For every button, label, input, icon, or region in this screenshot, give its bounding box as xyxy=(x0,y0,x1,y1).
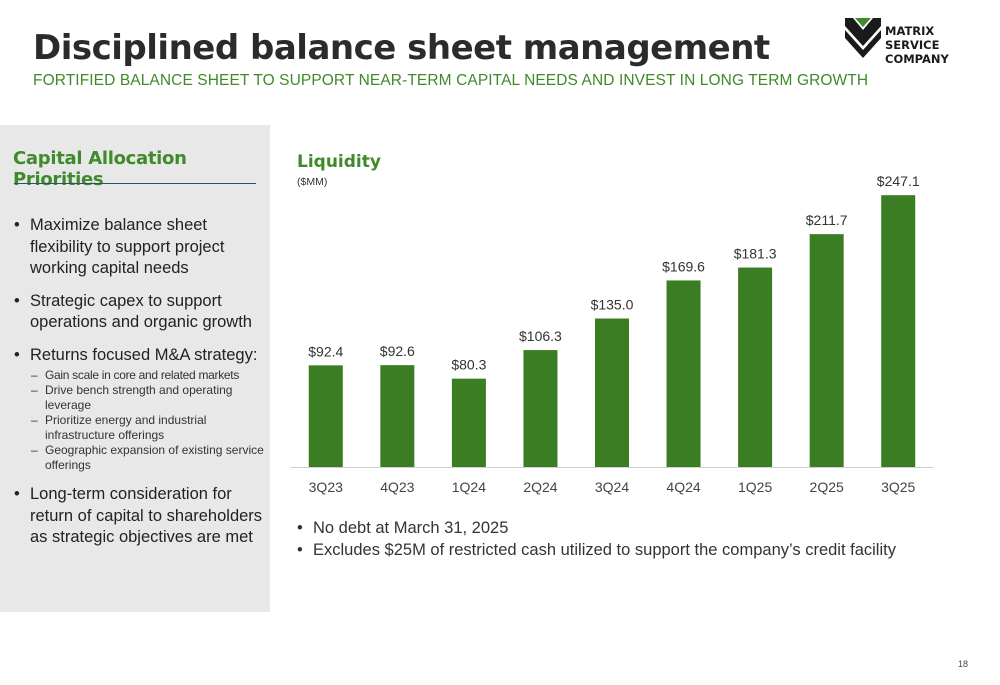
x-tick-label: 1Q24 xyxy=(452,479,486,495)
sub-list: Gain scale in core and related markets D… xyxy=(30,368,264,473)
bar-4q23 xyxy=(380,365,415,467)
x-tick-label: 1Q25 xyxy=(738,479,772,495)
priority-item: Maximize balance sheet flexibility to su… xyxy=(14,215,264,280)
x-tick-label: 2Q24 xyxy=(523,479,557,495)
bar-value-label: $106.3 xyxy=(519,328,562,344)
logo-line-1: MATRIX SERVICE xyxy=(885,24,940,52)
priority-item: Returns focused M&A strategy: Gain scale… xyxy=(14,345,264,474)
sub-item: Gain scale in core and related markets xyxy=(30,368,264,383)
bar-value-label: $169.6 xyxy=(662,258,705,274)
x-tick-label: 2Q25 xyxy=(810,479,844,495)
bar-value-label: $211.7 xyxy=(806,212,848,228)
x-tick-label: 3Q23 xyxy=(309,479,343,495)
bar-value-label: $80.3 xyxy=(451,357,486,373)
bar-4q24 xyxy=(666,280,701,467)
x-tick-label: 3Q25 xyxy=(881,479,915,495)
bar-1q24 xyxy=(451,378,486,467)
bar-3q25 xyxy=(881,195,916,467)
x-tick-label: 4Q24 xyxy=(666,479,700,495)
bar-1q25 xyxy=(738,267,773,467)
priority-list: Maximize balance sheet flexibility to su… xyxy=(14,215,264,560)
x-tick-label: 3Q24 xyxy=(595,479,629,495)
capital-allocation-panel: Capital Allocation Priorities Maximize b… xyxy=(0,125,270,612)
priority-item: Long-term consideration for return of ca… xyxy=(14,484,264,549)
note-item: Excludes $25M of restricted cash utilize… xyxy=(297,539,896,561)
logo-wordmark: MATRIX SERVICE COMPANY xyxy=(885,24,990,66)
bar-value-label: $247.1 xyxy=(877,173,920,189)
logo-line-2: COMPANY xyxy=(885,52,949,66)
chart-unit: ($MM) xyxy=(297,176,328,188)
company-logo: MATRIX SERVICE COMPANY xyxy=(845,18,990,66)
x-tick-label: 4Q23 xyxy=(380,479,414,495)
matrix-logo-icon xyxy=(845,18,881,58)
page-subtitle: FORTIFIED BALANCE SHEET TO SUPPORT NEAR-… xyxy=(33,72,869,89)
bar-3q24 xyxy=(595,318,629,467)
page-title: Disciplined balance sheet management xyxy=(33,28,770,68)
panel-divider xyxy=(14,183,256,184)
priority-item-text: Returns focused M&A strategy: xyxy=(30,345,258,364)
bar-value-label: $181.3 xyxy=(734,246,777,262)
sub-item: Prioritize energy and industrial infrast… xyxy=(30,413,264,443)
sub-item: Drive bench strength and operating lever… xyxy=(30,383,264,413)
priority-item: Strategic capex to support operations an… xyxy=(14,291,264,334)
chart-title: Liquidity xyxy=(297,152,381,172)
bar-value-label: $92.4 xyxy=(308,343,343,359)
sub-item: Geographic expansion of existing service… xyxy=(30,443,264,473)
bar-2q24 xyxy=(523,350,558,467)
bar-value-label: $135.0 xyxy=(591,297,634,313)
bar-3q23 xyxy=(308,365,343,467)
bar-value-label: $92.6 xyxy=(380,343,415,359)
bar-2q25 xyxy=(809,234,844,467)
note-item: No debt at March 31, 2025 xyxy=(297,517,896,539)
page-number: 18 xyxy=(958,659,969,669)
chart-notes: No debt at March 31, 2025 Excludes $25M … xyxy=(297,517,896,561)
panel-title: Capital Allocation Priorities xyxy=(13,148,187,190)
